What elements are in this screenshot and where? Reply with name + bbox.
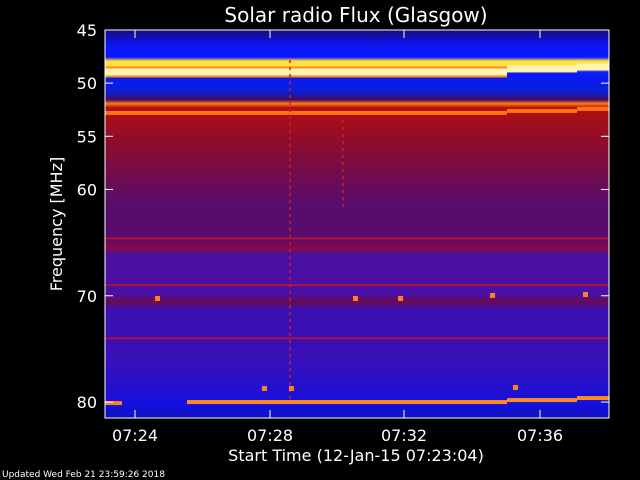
rfi-dot-1 bbox=[262, 386, 267, 391]
rfi-dot-3 bbox=[353, 296, 358, 301]
bright-lane-49mhz-edge bbox=[105, 75, 507, 78]
rfi-dot-5 bbox=[490, 293, 495, 298]
x-axis: 07:24 07:28 07:32 07:36 bbox=[112, 30, 563, 445]
chart-title: Solar radio Flux (Glasgow) bbox=[224, 3, 487, 27]
rfi-dot-6 bbox=[513, 385, 518, 390]
faint-lane-1 bbox=[105, 284, 609, 287]
bright-lane-49mhz-step bbox=[507, 65, 577, 73]
y-axis: 45 50 55 60 70 80 bbox=[77, 21, 609, 412]
x-tick-label: 07:32 bbox=[381, 426, 427, 445]
x-tick-label: 07:24 bbox=[112, 426, 158, 445]
y-tick-label: 55 bbox=[77, 127, 97, 146]
rfi-dot-0 bbox=[155, 296, 160, 301]
y-tick-label: 45 bbox=[77, 21, 97, 40]
orange-lane-53mhz bbox=[105, 110, 507, 115]
y-tick-label: 80 bbox=[77, 393, 97, 412]
y-axis-label: Frequency [MHz] bbox=[47, 157, 66, 291]
y-tick-label: 70 bbox=[77, 287, 97, 306]
x-axis-label: Start Time (12-Jan-15 07:23:04) bbox=[228, 446, 484, 465]
x-tick-label: 07:36 bbox=[517, 426, 563, 445]
rfi-dot-7 bbox=[583, 292, 588, 297]
rfi-dot-4 bbox=[398, 296, 403, 301]
orange-lane-53mhz-step bbox=[577, 106, 609, 111]
x-tick-label: 07:28 bbox=[247, 426, 293, 445]
y-tick-label: 60 bbox=[77, 180, 97, 199]
bright-lane-49mhz bbox=[105, 68, 507, 76]
rfi-dot-2 bbox=[289, 386, 294, 391]
heatmap-background bbox=[105, 30, 609, 418]
heatmap-area bbox=[105, 30, 609, 418]
heatmap-features bbox=[105, 60, 609, 406]
faint-lane-2 bbox=[105, 337, 609, 340]
bottom-lane-segment bbox=[105, 401, 122, 406]
bright-lane-49mhz-step bbox=[577, 63, 609, 71]
updated-footer: Updated Wed Feb 21 23:59:26 2018 bbox=[2, 470, 165, 480]
bright-lane-49mhz-edge bbox=[105, 66, 507, 69]
y-tick-label: 50 bbox=[77, 74, 97, 93]
bottom-lane-80mhz bbox=[187, 400, 507, 405]
bottom-lane-80mhz-step bbox=[507, 398, 577, 403]
faint-lane-0 bbox=[105, 237, 609, 240]
bottom-lane-80mhz-step bbox=[577, 396, 609, 401]
plot-frame bbox=[104, 29, 610, 419]
orange-lane-53mhz-step bbox=[507, 108, 577, 113]
